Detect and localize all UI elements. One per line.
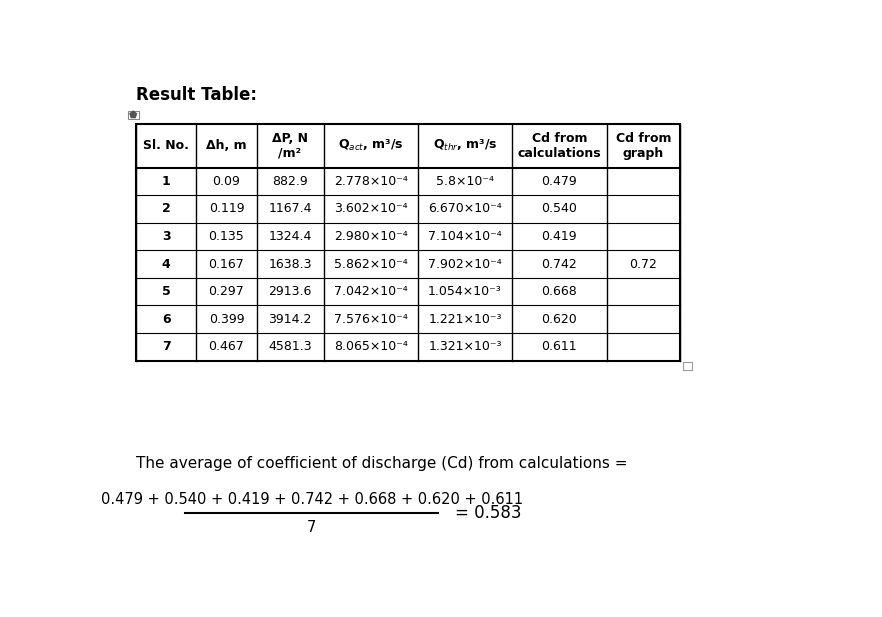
Text: 0.668: 0.668 xyxy=(542,285,577,298)
Text: 1.221×10⁻³: 1.221×10⁻³ xyxy=(429,313,502,326)
Text: 3914.2: 3914.2 xyxy=(268,313,311,326)
Text: Q$_{thr}$, m³/s: Q$_{thr}$, m³/s xyxy=(433,138,497,154)
Text: 0.119: 0.119 xyxy=(209,202,244,215)
Text: 0.540: 0.540 xyxy=(542,202,578,215)
Text: 5.8×10⁻⁴: 5.8×10⁻⁴ xyxy=(436,175,494,188)
Text: 7: 7 xyxy=(162,340,171,354)
Text: 7.104×10⁻⁴: 7.104×10⁻⁴ xyxy=(428,230,502,243)
Text: 1638.3: 1638.3 xyxy=(268,257,311,271)
Text: ⬟: ⬟ xyxy=(130,110,138,120)
Text: 0.479 + 0.540 + 0.419 + 0.742 + 0.668 + 0.620 + 0.611: 0.479 + 0.540 + 0.419 + 0.742 + 0.668 + … xyxy=(101,492,523,507)
Text: 8.065×10⁻⁴: 8.065×10⁻⁴ xyxy=(333,340,407,354)
Text: 0.297: 0.297 xyxy=(208,285,244,298)
Text: 1: 1 xyxy=(162,175,171,188)
Text: 7.042×10⁻⁴: 7.042×10⁻⁴ xyxy=(333,285,407,298)
Text: 0.742: 0.742 xyxy=(542,257,577,271)
Text: 3: 3 xyxy=(162,230,170,243)
Text: 5: 5 xyxy=(162,285,171,298)
Text: 1.054×10⁻³: 1.054×10⁻³ xyxy=(428,285,502,298)
Text: 0.72: 0.72 xyxy=(630,257,657,271)
Text: 1.321×10⁻³: 1.321×10⁻³ xyxy=(429,340,502,354)
Text: 0.419: 0.419 xyxy=(542,230,577,243)
Text: 7: 7 xyxy=(307,520,317,536)
Text: = 0.583: = 0.583 xyxy=(455,505,522,523)
Bar xyxy=(136,124,680,360)
Text: 7.576×10⁻⁴: 7.576×10⁻⁴ xyxy=(333,313,407,326)
Text: The average of coefficient of discharge (Cd) from calculations =: The average of coefficient of discharge … xyxy=(136,456,628,471)
Text: Q$_{act}$, m³/s: Q$_{act}$, m³/s xyxy=(338,138,404,154)
Text: Δh, m: Δh, m xyxy=(206,139,247,152)
Text: 4581.3: 4581.3 xyxy=(268,340,312,354)
Text: Result Table:: Result Table: xyxy=(136,86,258,104)
Text: 0.467: 0.467 xyxy=(208,340,244,354)
Text: 0.09: 0.09 xyxy=(213,175,241,188)
Text: ΔP, N
/m²: ΔP, N /m² xyxy=(272,132,308,160)
Text: 3.602×10⁻⁴: 3.602×10⁻⁴ xyxy=(334,202,407,215)
Text: 4: 4 xyxy=(162,257,171,271)
Text: 1324.4: 1324.4 xyxy=(268,230,311,243)
Text: 0.479: 0.479 xyxy=(542,175,577,188)
Text: 0.167: 0.167 xyxy=(208,257,244,271)
Text: 0.399: 0.399 xyxy=(209,313,244,326)
Text: 0.135: 0.135 xyxy=(208,230,244,243)
Text: 0.611: 0.611 xyxy=(542,340,577,354)
Text: 5.862×10⁻⁴: 5.862×10⁻⁴ xyxy=(333,257,407,271)
Text: 7.902×10⁻⁴: 7.902×10⁻⁴ xyxy=(428,257,502,271)
Bar xyxy=(128,110,139,119)
Text: Cd from
calculations: Cd from calculations xyxy=(518,132,602,160)
Text: 2: 2 xyxy=(162,202,171,215)
Text: Cd from
graph: Cd from graph xyxy=(616,132,671,160)
Text: 1167.4: 1167.4 xyxy=(268,202,311,215)
Text: Sl. No.: Sl. No. xyxy=(144,139,190,152)
Text: 2.778×10⁻⁴: 2.778×10⁻⁴ xyxy=(333,175,407,188)
Text: 0.620: 0.620 xyxy=(542,313,577,326)
Text: 2913.6: 2913.6 xyxy=(268,285,311,298)
Text: 882.9: 882.9 xyxy=(273,175,308,188)
Bar xyxy=(683,362,692,370)
Text: 6: 6 xyxy=(162,313,170,326)
Text: 2.980×10⁻⁴: 2.980×10⁻⁴ xyxy=(333,230,407,243)
Text: 6.670×10⁻⁴: 6.670×10⁻⁴ xyxy=(428,202,502,215)
